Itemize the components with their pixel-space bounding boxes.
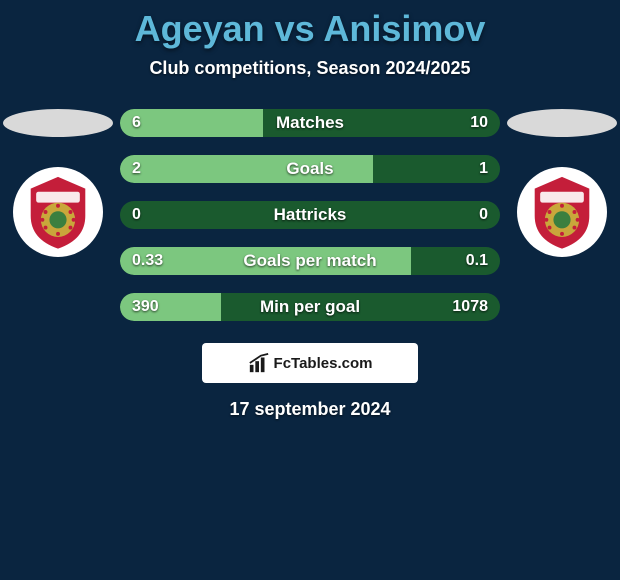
stat-value-right: 0 [479,206,488,224]
stat-bar: 2 Goals 1 [120,155,500,183]
stat-value-left: 0 [132,206,141,224]
stat-bars: 6Matches102Goals10Hattricks00.33Goals pe… [120,109,500,321]
stat-label: Matches [276,113,344,133]
comparison-panel: 6Matches102Goals10Hattricks00.33Goals pe… [0,109,620,321]
player-silhouette-right [507,109,617,137]
stat-bar-fill-left [120,109,263,137]
right-player-column [504,109,620,257]
stat-value-right: 0.1 [466,252,488,270]
stat-value-right: 10 [470,114,488,132]
stat-value-right: 1 [479,160,488,178]
stat-bar: 0.33 Goals per match 0.1 [120,247,500,275]
crest-icon [523,173,601,251]
stat-label: Goals per match [243,251,376,271]
crest-icon [19,173,97,251]
left-player-column [0,109,116,257]
stat-label: Hattricks [274,205,347,225]
stat-bar: 0 Hattricks 0 [120,201,500,229]
page-title: Ageyan vs Anisimov [0,0,620,50]
brand-attribution: FcTables.com [202,343,418,383]
stat-bar: 390 Min per goal 1078 [120,293,500,321]
player-silhouette-left [3,109,113,137]
stat-value-left: 390 [132,298,159,316]
stat-label: Goals [286,159,333,179]
stat-bar: 6 Matches 10 [120,109,500,137]
stat-value-left: 2 [132,160,141,178]
footer-date: 17 september 2024 [0,399,620,420]
brand-text: FcTables.com [274,355,373,372]
club-crest-left [13,167,103,257]
stat-bar-fill-left [120,155,373,183]
bar-chart-icon [248,352,270,374]
stat-value-left: 6 [132,114,141,132]
page-subtitle: Club competitions, Season 2024/2025 [0,58,620,79]
stat-value-left: 0.33 [132,252,163,270]
stat-value-right: 1078 [452,298,488,316]
stat-label: Min per goal [260,297,360,317]
club-crest-right [517,167,607,257]
